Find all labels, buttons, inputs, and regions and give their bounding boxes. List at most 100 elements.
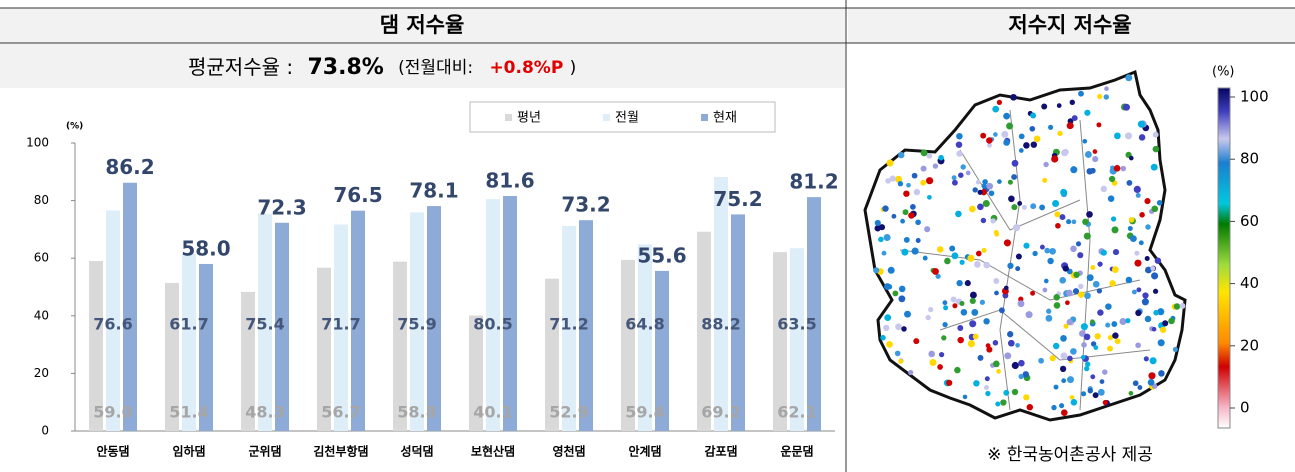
y-tick-label: 40	[34, 308, 49, 322]
value-label: 59.0	[93, 403, 132, 422]
reservoir-dot	[975, 179, 981, 185]
reservoir-dot	[1053, 294, 1060, 301]
reservoir-dot	[1114, 132, 1121, 140]
value-label: 75.4	[245, 315, 284, 334]
y-tick-label: 80	[34, 193, 49, 207]
colorbar-tick-label: 60	[1240, 212, 1259, 230]
reservoir-dot	[1059, 214, 1066, 221]
reservoir-dot	[902, 209, 909, 216]
x-tick-label: 영천댐	[552, 444, 585, 459]
reservoir-dot	[1018, 133, 1025, 140]
reservoir-dot	[993, 278, 1000, 284]
reservoir-dot	[1030, 112, 1037, 119]
reservoir-dot	[1107, 195, 1115, 202]
reservoir-dot	[1042, 177, 1048, 183]
bar	[638, 244, 652, 431]
reservoir-dot	[956, 150, 963, 157]
reservoir-dot	[942, 321, 948, 328]
reservoir-dot	[886, 284, 893, 290]
reservoir-dot	[1137, 385, 1143, 390]
reservoir-dot	[977, 189, 983, 195]
value-label: 61.7	[169, 315, 208, 334]
reservoir-dot	[1018, 359, 1025, 367]
reservoir-dot	[1017, 200, 1023, 206]
reservoir-dot	[913, 338, 920, 345]
reservoir-dot	[1173, 303, 1181, 310]
bar	[469, 315, 483, 431]
reservoir-dot	[1134, 259, 1142, 267]
reservoir-dot	[1152, 131, 1159, 138]
colorbar	[1217, 87, 1231, 429]
reservoir-dot	[1021, 204, 1027, 210]
reservoir-dot	[1135, 342, 1141, 349]
reservoir-dot	[977, 203, 984, 211]
reservoir-dot	[1084, 292, 1091, 300]
reservoir-dot	[983, 261, 991, 269]
reservoir-dot	[1038, 357, 1044, 364]
reservoir-dot	[1139, 212, 1145, 218]
reservoir-dot	[1026, 403, 1034, 411]
reservoir-dot	[1151, 205, 1159, 213]
reservoir-dot	[926, 153, 933, 159]
reservoir-dot	[1003, 389, 1010, 396]
reservoir-dot	[969, 297, 976, 304]
reservoir-dot	[1134, 250, 1140, 256]
reservoir-dot	[922, 255, 928, 261]
reservoir-dot	[1042, 287, 1048, 293]
panel-title: 저수지 저수율	[1008, 13, 1131, 37]
reservoir-dot	[904, 310, 911, 318]
reservoir-dot	[982, 200, 990, 207]
reservoir-dot	[898, 151, 905, 159]
reservoir-dot	[1056, 103, 1062, 108]
reservoir-dot	[1168, 317, 1175, 325]
reservoir-dot	[979, 299, 986, 305]
reservoir-dot	[1078, 90, 1084, 97]
reservoir-dot	[967, 340, 975, 348]
reservoir-dot	[1029, 125, 1036, 132]
reservoir-dot	[1135, 309, 1142, 317]
reservoir-dot	[1108, 175, 1116, 183]
reservoir-dot	[944, 257, 951, 265]
colorbar-unit: (%)	[1212, 65, 1235, 80]
district-line	[899, 249, 1141, 301]
reservoir-dot	[1079, 330, 1086, 337]
reservoir-dot	[1111, 321, 1118, 328]
reservoir-dot	[960, 164, 966, 170]
x-tick-label: 감포댐	[704, 444, 737, 459]
colorbar-tick-label: 100	[1240, 88, 1269, 106]
reservoir-dot	[951, 252, 959, 260]
reservoir-dot	[932, 267, 939, 275]
reservoir-dot	[897, 181, 904, 187]
summary: 평균저수율 : 73.8% (전월대비: +0.8%P )	[188, 55, 576, 81]
reservoir-dot	[1010, 93, 1017, 101]
reservoir-dot	[1047, 257, 1054, 265]
reservoir-dot	[1070, 348, 1077, 355]
reservoir-dot	[1069, 99, 1075, 105]
reservoir-dot	[958, 172, 964, 178]
reservoir-dot	[1062, 148, 1069, 156]
reservoir-dot	[998, 307, 1005, 314]
reservoir-dot	[911, 172, 918, 179]
reservoir-dot	[959, 300, 965, 307]
reservoir-dot	[1092, 156, 1099, 163]
reservoir-dot	[1032, 250, 1038, 257]
summary-compare: )	[570, 58, 577, 78]
reservoir-dot	[1150, 265, 1156, 272]
reservoir-dot	[1039, 244, 1045, 250]
reservoir-dot	[964, 280, 971, 287]
reservoir-dot	[1030, 141, 1038, 148]
x-tick-label: 운문댐	[780, 444, 813, 459]
district-line	[939, 309, 1151, 361]
bar	[165, 282, 179, 431]
value-label: 59.4	[625, 403, 664, 422]
reservoir-dot	[1141, 298, 1149, 306]
reservoir-dot	[1051, 155, 1059, 163]
district-line	[1079, 119, 1091, 411]
bar	[275, 222, 289, 431]
bar	[393, 261, 407, 431]
reservoir-dot	[1097, 388, 1105, 396]
reservoir-dot	[1082, 138, 1088, 144]
reservoir-dot	[915, 219, 921, 226]
reservoir-dot	[983, 318, 990, 325]
reservoir-dot	[1120, 165, 1127, 172]
